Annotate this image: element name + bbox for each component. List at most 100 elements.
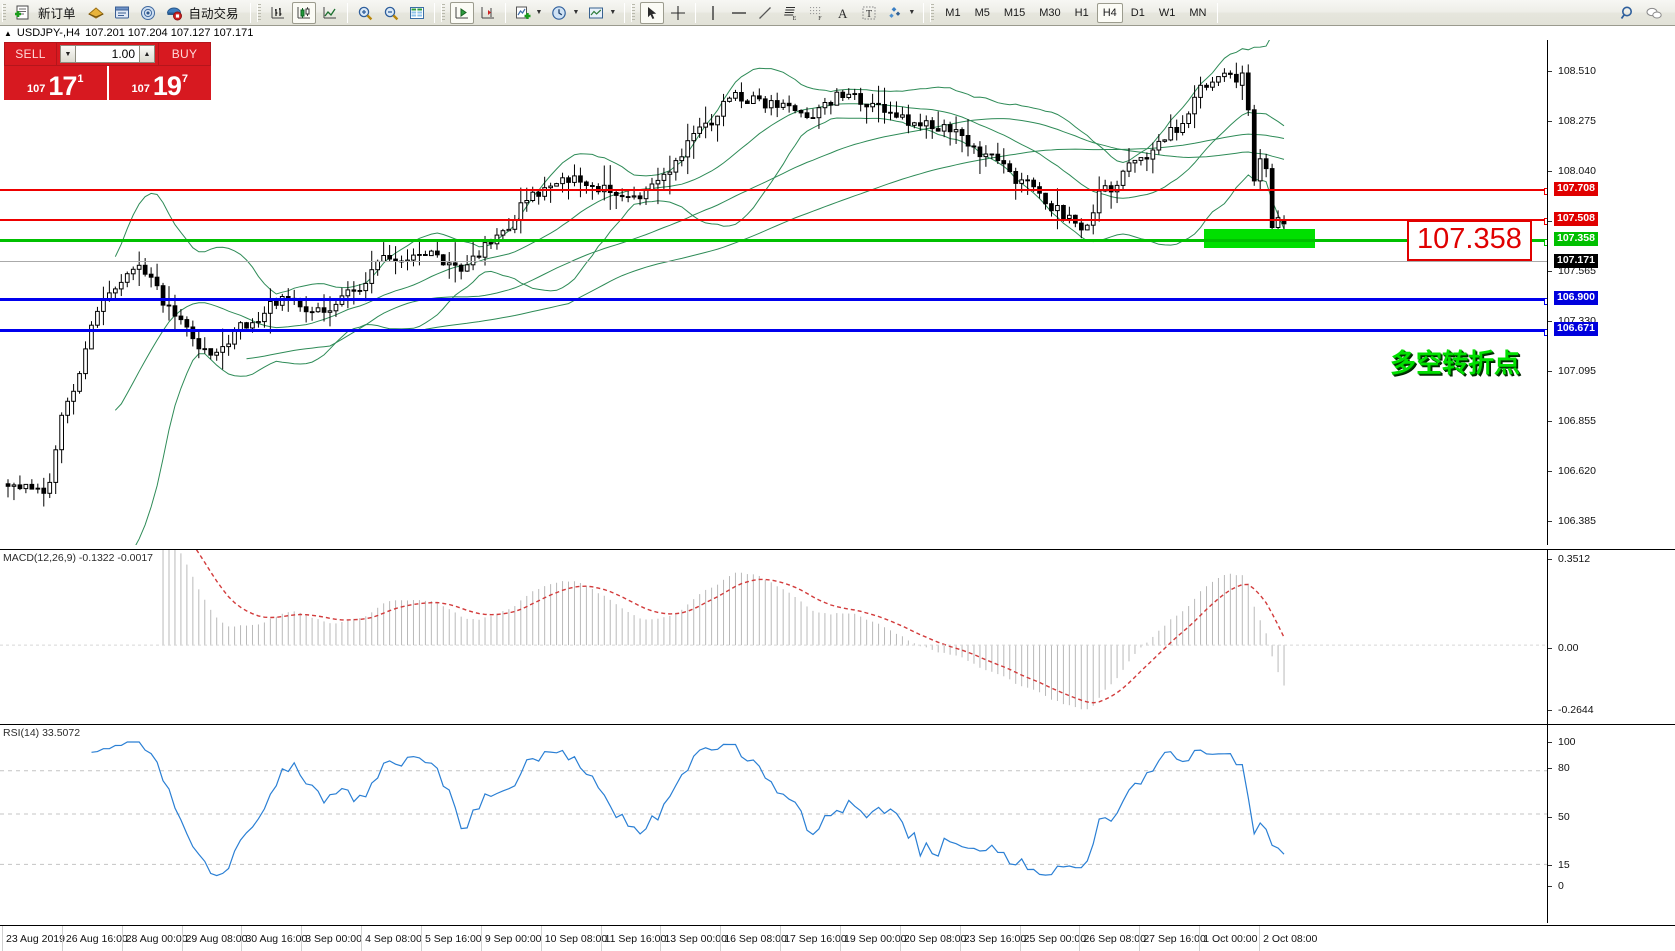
chart-toolbar-grip[interactable] bbox=[256, 3, 261, 22]
templates-button[interactable]: ▼ bbox=[584, 2, 619, 24]
crosshair-button[interactable] bbox=[666, 2, 690, 24]
volume-stepper[interactable]: ▼ 1.00 ▲ bbox=[60, 45, 155, 63]
volume-control[interactable]: ▼ 1.00 ▲ bbox=[57, 42, 158, 66]
timeframe-toolbar-grip[interactable] bbox=[930, 3, 935, 22]
price-callout[interactable]: 107.358 bbox=[1407, 220, 1532, 261]
macd-axis[interactable]: 0.3512 0.00 -0.2644 bbox=[1547, 550, 1675, 724]
timeframe-m5[interactable]: M5 bbox=[974, 6, 990, 19]
volume-down-button[interactable]: ▼ bbox=[61, 46, 76, 62]
ask-price-button[interactable]: 107 19 7 bbox=[108, 66, 211, 100]
candlestick-chart-icon bbox=[295, 4, 313, 22]
channel-button[interactable]: F bbox=[805, 2, 829, 24]
level-line-resistance-2[interactable] bbox=[0, 218, 1551, 225]
templates-caret-icon[interactable]: ▼ bbox=[609, 9, 617, 16]
timeframe-m1[interactable]: M1 bbox=[945, 6, 961, 19]
chart-shift-button[interactable] bbox=[476, 2, 500, 24]
expert-advisors-button[interactable] bbox=[84, 2, 108, 24]
signals-button[interactable] bbox=[136, 2, 160, 24]
timeframe-h4[interactable]: H4 bbox=[1096, 2, 1123, 23]
price-tag-pivot[interactable]: 107.358 bbox=[1554, 232, 1598, 246]
timeframe-d1[interactable]: D1 bbox=[1130, 6, 1145, 19]
text-button[interactable]: A bbox=[831, 2, 855, 24]
rsi-tick: 15 bbox=[1548, 859, 1570, 871]
main-toolbar: 新订单 bbox=[0, 0, 1675, 26]
search-button[interactable] bbox=[1616, 2, 1640, 24]
oct-top-row: SELL ▼ 1.00 ▲ BUY bbox=[4, 42, 211, 66]
autotrading-button[interactable]: 自动交易 bbox=[162, 2, 245, 24]
line-chart-button[interactable] bbox=[318, 2, 342, 24]
time-gridline bbox=[720, 926, 722, 951]
period-button[interactable]: ▼ bbox=[547, 2, 582, 24]
level-line-support-1[interactable] bbox=[0, 298, 1551, 305]
time-tick-label: 9 Sep 00:00 bbox=[484, 933, 542, 945]
candlestick-chart-button[interactable] bbox=[291, 1, 316, 24]
bid-price-button[interactable]: 107 17 1 bbox=[4, 66, 107, 100]
shapes-caret-icon[interactable]: ▼ bbox=[908, 9, 916, 16]
chat-button[interactable] bbox=[1642, 2, 1666, 24]
buy-button[interactable]: BUY bbox=[158, 42, 211, 66]
data-window-button[interactable] bbox=[110, 2, 134, 24]
price-tag-resistance-1[interactable]: 107.708 bbox=[1554, 182, 1598, 196]
macd-tick: -0.2644 bbox=[1548, 704, 1594, 716]
timeframe-mn[interactable]: MN bbox=[1189, 6, 1207, 19]
level-line-pivot[interactable] bbox=[0, 239, 1551, 246]
price-tag-resistance-2[interactable]: 107.508 bbox=[1554, 212, 1598, 226]
time-gridline bbox=[2, 926, 3, 951]
price-tag-support-2[interactable]: 106.671 bbox=[1554, 322, 1598, 336]
cursor-button[interactable] bbox=[640, 1, 665, 24]
price-tag-support-1[interactable]: 106.900 bbox=[1554, 291, 1598, 305]
chart-shift-icon bbox=[479, 4, 497, 22]
volume-up-button[interactable]: ▲ bbox=[139, 46, 154, 62]
one-click-trading-panel[interactable]: SELL ▼ 1.00 ▲ BUY 107 17 1 107 bbox=[4, 42, 211, 100]
scroll-toolbar-grip[interactable] bbox=[440, 3, 445, 22]
highlight-rectangle[interactable] bbox=[1204, 229, 1315, 248]
zoom-out-button[interactable] bbox=[379, 2, 403, 24]
rsi-pane[interactable]: RSI(14) 33.5072 100 80 50 15 0 bbox=[0, 724, 1675, 923]
turning-point-note[interactable]: 多空转折点 bbox=[1390, 349, 1521, 379]
timeframe-h1[interactable]: H1 bbox=[1074, 6, 1089, 19]
svg-text:E: E bbox=[793, 16, 797, 22]
time-axis[interactable]: 23 Aug 2019 26 Aug 16:00 28 Aug 00:00 29 Au… bbox=[0, 925, 1675, 951]
toolbar-separator-3 bbox=[433, 2, 435, 23]
timeframe-m30[interactable]: M30 bbox=[1039, 6, 1061, 19]
price-axis[interactable]: 108.510 108.275 108.040 107.800 107.565 … bbox=[1547, 40, 1675, 577]
collapse-triangle-icon[interactable]: ▲ bbox=[4, 28, 12, 38]
expert-advisors-icon bbox=[87, 4, 105, 22]
horizontal-line-icon bbox=[730, 4, 748, 22]
auto-scroll-button[interactable] bbox=[449, 1, 474, 24]
time-tick-label: 28 Aug 00:00 bbox=[125, 933, 188, 945]
price-pane[interactable]: 107.358 多空转折点 108.510 108.275 108.040 10… bbox=[0, 40, 1675, 577]
shapes-button[interactable]: ▼ bbox=[883, 2, 918, 24]
fibonacci-button[interactable]: E bbox=[779, 2, 803, 24]
rsi-label: RSI(14) 33.5072 bbox=[3, 727, 81, 739]
draw-toolbar-grip[interactable] bbox=[631, 3, 636, 22]
indicators-caret-icon[interactable]: ▼ bbox=[535, 9, 543, 16]
vertical-line-button[interactable] bbox=[701, 2, 725, 24]
timeframe-w1[interactable]: W1 bbox=[1158, 6, 1176, 19]
horizontal-line-button[interactable] bbox=[727, 2, 751, 24]
sell-button[interactable]: SELL bbox=[4, 42, 57, 66]
chart-area[interactable]: ▲ USDJPY-,H4 107.201 107.204 107.127 107… bbox=[0, 26, 1675, 951]
templates-icon bbox=[587, 4, 605, 22]
grid-button[interactable] bbox=[405, 2, 429, 24]
timeframe-m15[interactable]: M15 bbox=[1003, 6, 1026, 19]
time-gridline bbox=[600, 926, 602, 951]
trendline-button[interactable] bbox=[753, 2, 777, 24]
time-tick-label: 2 Oct 08:00 bbox=[1263, 933, 1318, 945]
price-tick: 106.620 bbox=[1548, 465, 1596, 477]
rsi-axis[interactable]: 100 80 50 15 0 bbox=[1547, 725, 1675, 923]
bar-chart-button[interactable] bbox=[266, 2, 290, 24]
level-line-support-2[interactable] bbox=[0, 329, 1551, 336]
volume-value[interactable]: 1.00 bbox=[111, 47, 135, 61]
new-order-button[interactable]: 新订单 bbox=[11, 2, 82, 24]
toolbar-separator-5 bbox=[624, 2, 626, 23]
period-caret-icon[interactable]: ▼ bbox=[572, 9, 580, 16]
toolbar-separator-4 bbox=[504, 2, 506, 23]
zoom-in-button[interactable] bbox=[353, 2, 377, 24]
macd-pane[interactable]: MACD(12,26,9) -0.1322 -0.0017 0.3512 0.0… bbox=[0, 549, 1675, 724]
level-line-resistance-1[interactable] bbox=[0, 188, 1551, 195]
indicators-button[interactable]: ▼ bbox=[511, 2, 546, 24]
ask-fraction: 7 bbox=[181, 73, 189, 85]
text-label-button[interactable]: T bbox=[857, 2, 881, 24]
toolbar-grip[interactable] bbox=[2, 3, 6, 22]
